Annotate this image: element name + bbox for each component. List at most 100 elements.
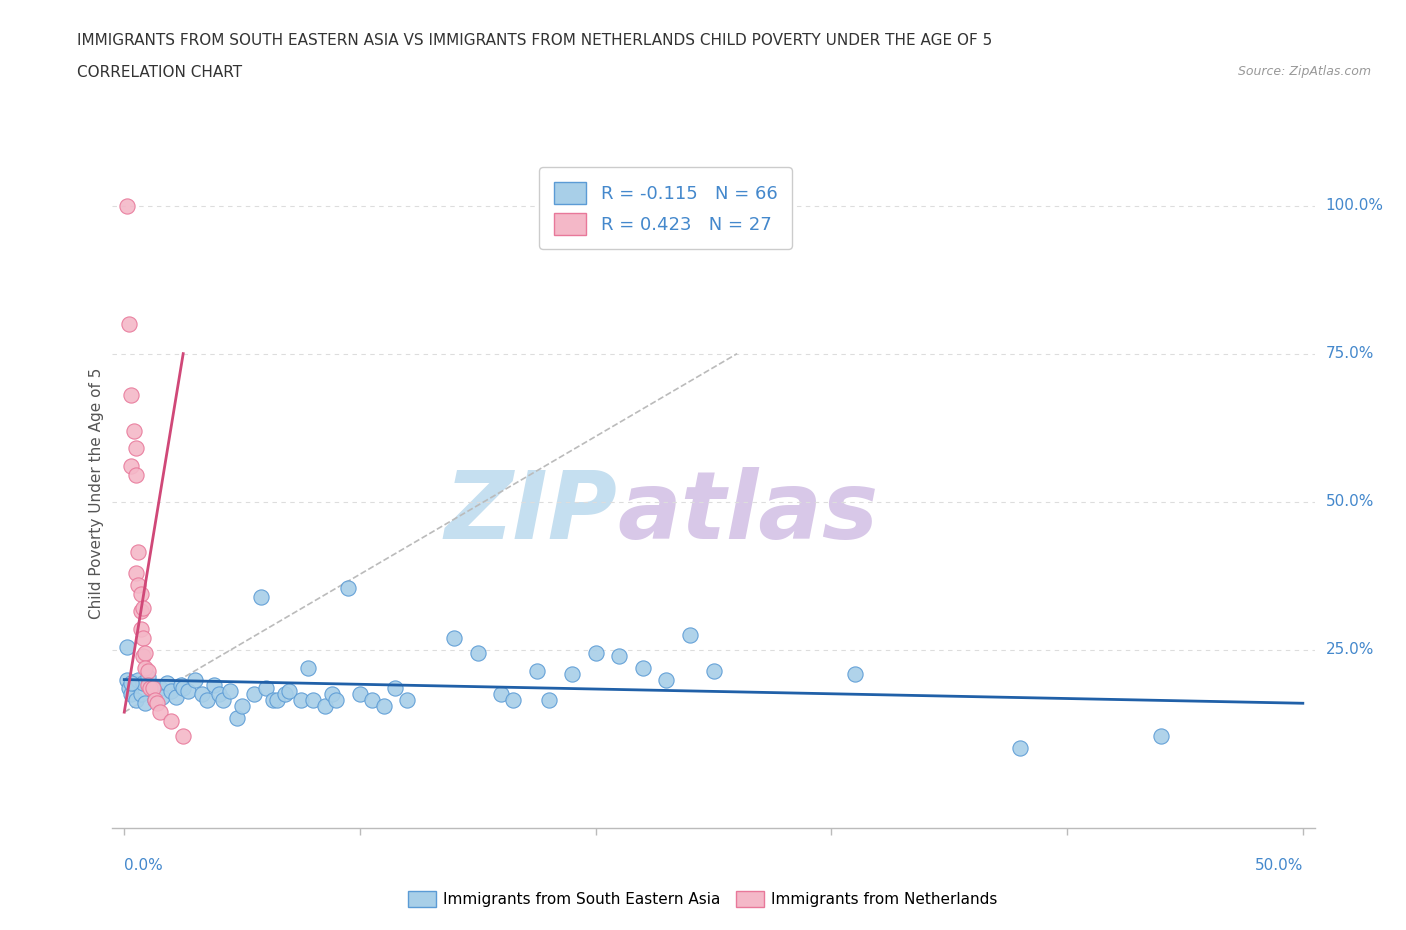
Point <box>290 693 312 708</box>
Point <box>384 681 406 696</box>
Point <box>132 601 155 616</box>
Point <box>231 698 253 713</box>
Point <box>396 693 419 708</box>
Point <box>844 666 866 681</box>
Point <box>207 687 229 702</box>
Point <box>219 684 242 698</box>
Text: CORRELATION CHART: CORRELATION CHART <box>77 65 242 80</box>
Point <box>149 681 172 696</box>
Point <box>373 698 395 713</box>
Point <box>262 693 284 708</box>
Point <box>127 545 149 560</box>
Point <box>679 628 702 643</box>
Point <box>127 578 149 592</box>
Point <box>127 672 149 687</box>
Point <box>467 645 489 660</box>
Point <box>631 660 654 675</box>
Point <box>561 666 583 681</box>
Text: IMMIGRANTS FROM SOUTH EASTERN ASIA VS IMMIGRANTS FROM NETHERLANDS CHILD POVERTY : IMMIGRANTS FROM SOUTH EASTERN ASIA VS IM… <box>77 33 993 47</box>
Text: 25.0%: 25.0% <box>1326 643 1374 658</box>
Point <box>170 678 193 693</box>
Point <box>146 696 169 711</box>
Point <box>1150 728 1173 743</box>
Point <box>226 711 249 725</box>
Text: Source: ZipAtlas.com: Source: ZipAtlas.com <box>1237 65 1371 78</box>
Point <box>321 687 343 702</box>
Point <box>443 631 465 645</box>
Point <box>136 678 159 693</box>
Point <box>139 681 162 696</box>
Text: ZIP: ZIP <box>444 467 617 559</box>
Point <box>278 684 301 698</box>
Point <box>165 690 187 705</box>
Text: 50.0%: 50.0% <box>1326 494 1374 510</box>
Point <box>156 675 179 690</box>
Point <box>266 693 288 708</box>
Point <box>134 660 156 675</box>
Point <box>191 687 214 702</box>
Point <box>129 586 152 601</box>
Point <box>115 672 138 687</box>
Point <box>655 672 678 687</box>
Point <box>136 663 159 678</box>
Point <box>297 660 319 675</box>
Point <box>143 693 166 708</box>
Point <box>537 693 560 708</box>
Point <box>195 693 218 708</box>
Point <box>132 631 155 645</box>
Point <box>1008 740 1031 755</box>
Point <box>273 687 295 702</box>
Point <box>129 604 152 618</box>
Point <box>202 678 225 693</box>
Point <box>702 663 725 678</box>
Point <box>143 693 166 708</box>
Y-axis label: Child Poverty Under the Age of 5: Child Poverty Under the Age of 5 <box>89 367 104 618</box>
Point <box>184 672 207 687</box>
Point <box>526 663 548 678</box>
Point <box>134 645 156 660</box>
Point <box>301 693 323 708</box>
Point <box>125 468 148 483</box>
Point <box>132 648 155 663</box>
Point <box>585 645 607 660</box>
Point <box>120 458 142 473</box>
Text: 0.0%: 0.0% <box>124 858 163 873</box>
Legend: R = -0.115   N = 66, R = 0.423   N = 27: R = -0.115 N = 66, R = 0.423 N = 27 <box>538 167 792 249</box>
Text: 50.0%: 50.0% <box>1254 858 1303 873</box>
Point <box>118 681 141 696</box>
Point <box>125 693 148 708</box>
Point <box>118 316 141 331</box>
Legend: Immigrants from South Eastern Asia, Immigrants from Netherlands: Immigrants from South Eastern Asia, Immi… <box>402 884 1004 913</box>
Point <box>325 693 347 708</box>
Point <box>120 675 142 690</box>
Point <box>115 640 138 655</box>
Point <box>122 423 145 438</box>
Point <box>177 684 200 698</box>
Point <box>129 687 152 702</box>
Point <box>250 590 273 604</box>
Point <box>337 580 360 595</box>
Point <box>132 675 155 690</box>
Point <box>122 675 145 690</box>
Point <box>141 681 163 696</box>
Text: 75.0%: 75.0% <box>1326 346 1374 361</box>
Point <box>120 687 142 702</box>
Point <box>360 693 382 708</box>
Point <box>502 693 524 708</box>
Point <box>254 681 277 696</box>
Point <box>115 198 138 213</box>
Point <box>141 681 163 696</box>
Point <box>125 565 148 580</box>
Text: atlas: atlas <box>617 467 879 559</box>
Point <box>149 705 172 720</box>
Point <box>491 687 513 702</box>
Point <box>212 693 235 708</box>
Text: 100.0%: 100.0% <box>1326 198 1384 213</box>
Point <box>120 388 142 403</box>
Point <box>160 684 183 698</box>
Point <box>134 696 156 711</box>
Point <box>136 670 159 684</box>
Point <box>172 728 194 743</box>
Point <box>160 713 183 728</box>
Point <box>172 681 194 696</box>
